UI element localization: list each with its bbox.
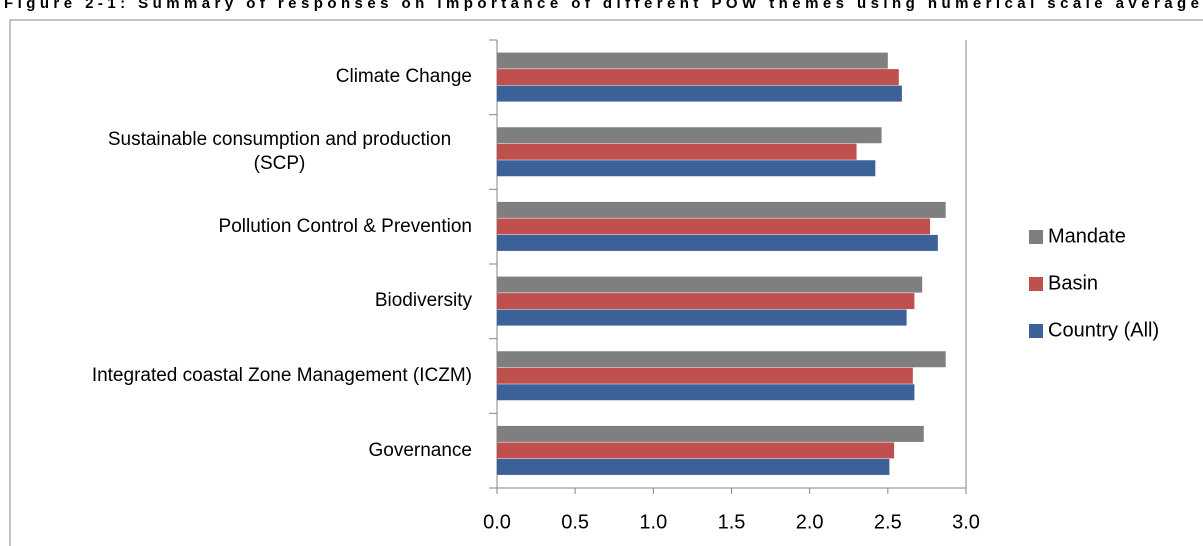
y-tick-label: Sustainable consumption and production (… xyxy=(107,129,452,174)
legend-swatch xyxy=(1029,277,1043,291)
bar xyxy=(497,85,902,102)
bar xyxy=(497,201,946,218)
y-tick-label: Pollution Control & Prevention xyxy=(218,215,472,237)
bar xyxy=(497,69,899,86)
legend-swatch xyxy=(1029,324,1043,338)
x-tick-label: 0.0 xyxy=(483,511,511,533)
bar xyxy=(497,442,895,459)
x-tick-label: 2.0 xyxy=(796,511,824,533)
legend-label: Basin xyxy=(1048,272,1098,294)
x-tick-label: 0.5 xyxy=(561,511,589,533)
bar xyxy=(497,367,913,384)
bar xyxy=(497,143,857,160)
x-tick-label: 1.0 xyxy=(639,511,667,533)
legend-label: Country (All) xyxy=(1048,319,1159,341)
bar xyxy=(497,425,924,442)
bar xyxy=(497,351,946,368)
bar xyxy=(497,234,938,251)
y-tick-label: Governance xyxy=(368,439,472,461)
bar xyxy=(497,309,907,326)
bar xyxy=(497,218,931,235)
x-tick-label: 2.5 xyxy=(874,511,902,533)
bar xyxy=(497,52,888,69)
x-tick-label: 1.5 xyxy=(718,511,746,533)
y-tick-label: Biodiversity xyxy=(374,290,472,312)
bar xyxy=(497,293,915,310)
legend-swatch xyxy=(1029,230,1043,244)
chart-border xyxy=(9,19,1203,546)
x-tick-label: 3.0 xyxy=(952,511,980,533)
legend-label: Mandate xyxy=(1048,225,1126,247)
bar xyxy=(497,276,923,293)
y-tick-label: Climate Change xyxy=(335,66,472,88)
chart-title: Figure 2-1: Summary of responses on impo… xyxy=(4,0,1199,12)
bar xyxy=(497,127,882,144)
bar xyxy=(497,458,890,475)
bar xyxy=(497,160,876,177)
y-tick-label: Integrated coastal Zone Management (ICZM… xyxy=(91,365,472,386)
bar xyxy=(497,384,915,401)
